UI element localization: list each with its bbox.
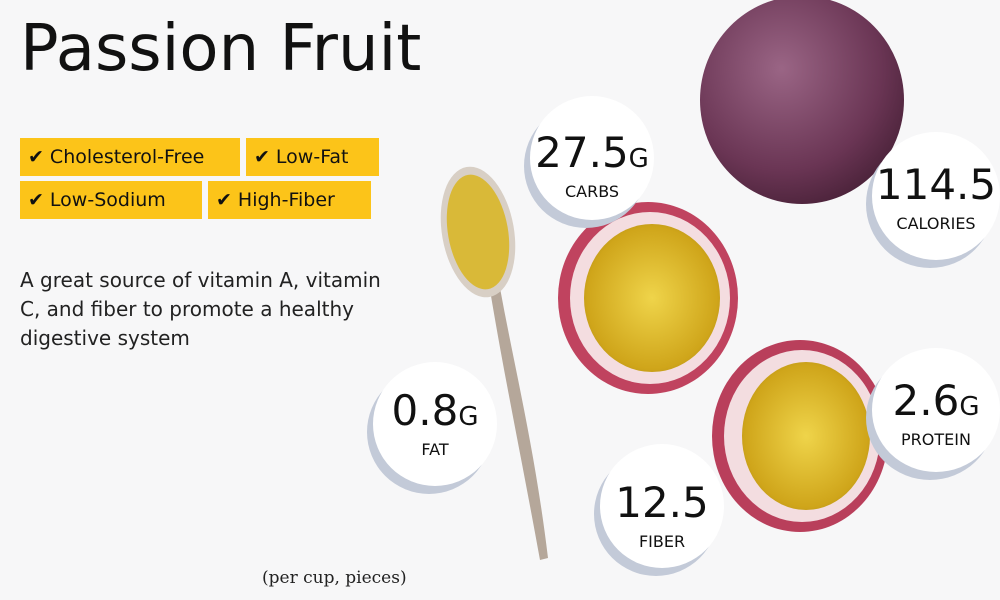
badge-low-fat: ✔ Low-Fat: [246, 138, 379, 176]
badge-cholesterol-free: ✔ Cholesterol-Free: [20, 138, 240, 176]
fat-bubble: 0.8G FAT: [373, 362, 497, 486]
badge-low-sodium: ✔ Low-Sodium: [20, 181, 202, 219]
fiber-bubble: 12.5 FIBER: [600, 444, 724, 568]
whole-fruit: [700, 0, 904, 204]
spoon: [440, 166, 548, 560]
page-title: Passion Fruit: [20, 12, 422, 86]
carbs-bubble: 27.5G CARBS: [530, 96, 654, 220]
check-icon: ✔: [28, 189, 44, 211]
protein-bubble: 2.6G PROTEIN: [872, 348, 1000, 472]
badge-high-fiber: ✔ High-Fiber: [208, 181, 371, 219]
serving-note: (per cup, pieces): [262, 568, 407, 588]
description: A great source of vitamin A, vitamin C, …: [20, 268, 381, 350]
half-fruit-bottom: [712, 340, 888, 532]
calories-bubble: 114.5 CALORIES: [872, 132, 1000, 260]
check-icon: ✔: [254, 146, 270, 168]
half-fruit-top: [558, 202, 738, 394]
check-icon: ✔: [28, 146, 44, 168]
check-icon: ✔: [216, 189, 232, 211]
